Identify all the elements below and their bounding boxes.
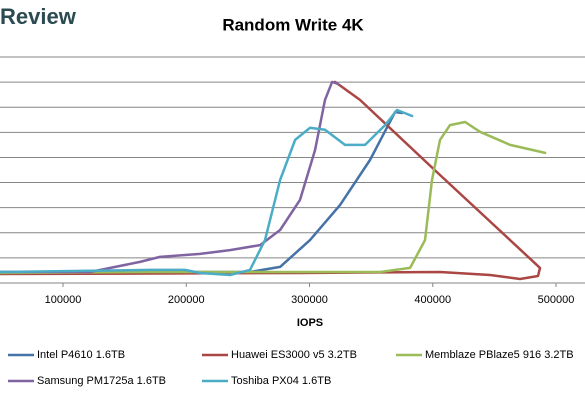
legend-item: Memblaze PBlaze5 916 3.2TB — [396, 349, 574, 361]
x-tick-label: 500000 — [538, 294, 575, 306]
x-tick-label: 200000 — [168, 294, 205, 306]
legend-label: Samsung PM1725a 1.6TB — [37, 375, 166, 387]
x-tick-label: 100000 — [45, 294, 82, 306]
series-line — [0, 120, 547, 275]
legend-label: Intel P4610 1.6TB — [37, 349, 125, 361]
chart-title: Random Write 4K — [222, 15, 364, 34]
series-line — [0, 108, 414, 277]
x-axis-label: IOPS — [297, 317, 323, 329]
legend-item: Intel P4610 1.6TB — [8, 349, 125, 361]
legend-item: Samsung PM1725a 1.6TB — [8, 375, 166, 387]
legend-label: Toshiba PX04 1.6TB — [231, 375, 331, 387]
series-line — [0, 80, 542, 281]
legend-item: Huawei ES3000 v5 3.2TB — [202, 349, 357, 361]
brand: Review — [0, 4, 77, 29]
legend-label: Huawei ES3000 v5 3.2TB — [231, 349, 357, 361]
x-tick-label: 300000 — [291, 294, 328, 306]
series-line — [0, 80, 340, 274]
series-line — [0, 110, 404, 274]
legend-label: Memblaze PBlaze5 916 3.2TB — [425, 349, 574, 361]
x-tick-label: 400000 — [414, 294, 451, 306]
legend-item: Toshiba PX04 1.6TB — [202, 375, 331, 387]
